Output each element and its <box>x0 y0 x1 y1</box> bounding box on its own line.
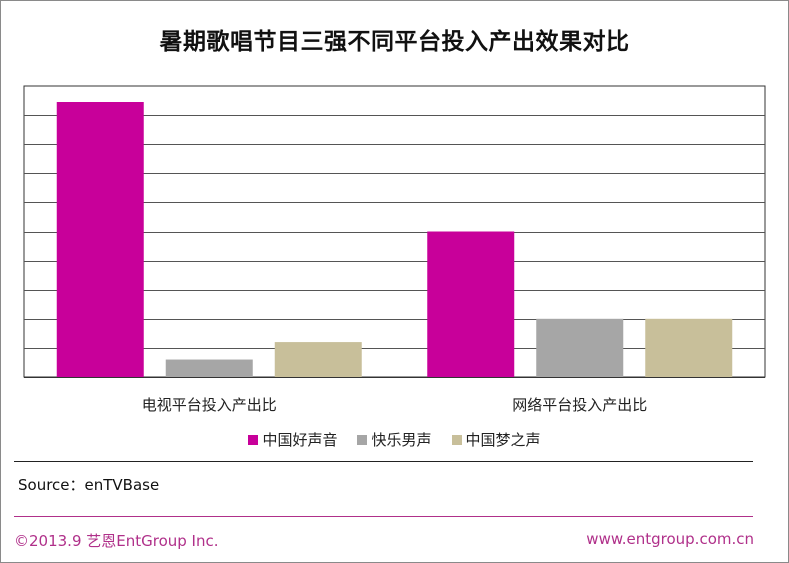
x-tick-label-0: 电视平台投入产出比 <box>142 396 277 414</box>
divider <box>14 461 753 462</box>
legend-item: 中国好声音 <box>248 429 337 450</box>
legend-label-2: 中国梦之声 <box>465 431 541 449</box>
legend-swatch-0 <box>248 434 259 445</box>
legend: 中国好声音 快乐男声 中国梦之声 <box>0 429 789 450</box>
copyright-text: ©2013.9 艺恩EntGroup Inc. <box>14 532 219 550</box>
legend-label-1: 快乐男声 <box>371 431 432 449</box>
bar-0-1 <box>165 359 253 377</box>
chart-title: 暑期歌唱节目三强不同平台投入产出效果对比 <box>159 29 630 55</box>
bar-0-0 <box>56 102 144 377</box>
legend-label-0: 中国好声音 <box>262 431 338 449</box>
bar-0-2 <box>274 342 362 377</box>
x-tick-label-1: 网络平台投入产出比 <box>512 396 647 414</box>
footer-divider <box>14 516 753 517</box>
bar-1-2 <box>645 318 733 377</box>
legend-swatch-2 <box>451 434 462 445</box>
legend-item: 快乐男声 <box>357 429 432 450</box>
website-link[interactable]: www.entgroup.com.cn <box>586 530 754 548</box>
bar-chart: 电视平台投入产出比 网络平台投入产出比 <box>23 85 766 414</box>
bar-1-0 <box>427 231 515 377</box>
plot-area <box>23 85 766 378</box>
legend-item: 中国梦之声 <box>451 429 541 450</box>
source-note: Source：enTVBase <box>18 476 160 494</box>
legend-swatch-1 <box>357 434 368 445</box>
bar-1-1 <box>536 318 624 377</box>
